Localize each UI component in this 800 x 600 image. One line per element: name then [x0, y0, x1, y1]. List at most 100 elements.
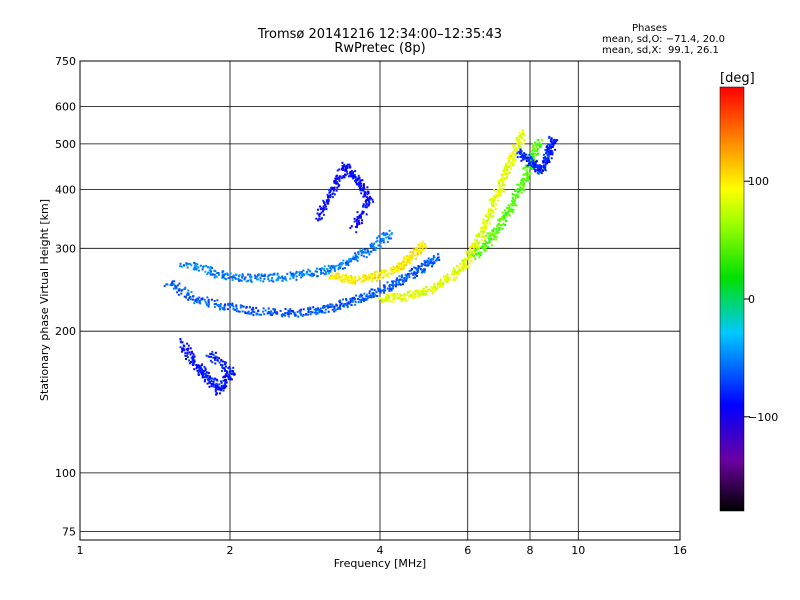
- echo-point: [214, 274, 217, 277]
- echo-point: [508, 210, 511, 212]
- echo-point: [354, 179, 357, 182]
- echo-point: [424, 286, 427, 289]
- echo-point: [506, 207, 509, 210]
- echo-point: [189, 298, 192, 301]
- echo-point: [427, 288, 430, 291]
- echo-point: [184, 352, 187, 355]
- echo-point: [371, 273, 373, 276]
- echo-point: [486, 241, 489, 244]
- echo-point: [363, 188, 366, 191]
- echo-point: [548, 161, 551, 163]
- echo-point: [425, 264, 428, 267]
- echo-point: [509, 167, 512, 170]
- echo-point: [478, 252, 481, 255]
- echo-point: [355, 179, 358, 182]
- echo-point: [370, 277, 373, 280]
- echo-point: [374, 271, 377, 274]
- echo-point: [472, 249, 475, 252]
- echo-point: [333, 310, 336, 313]
- echo-point: [241, 310, 244, 313]
- echo-point: [460, 265, 463, 268]
- echo-point: [490, 215, 493, 218]
- echo-point: [448, 278, 451, 281]
- echo-point: [199, 264, 202, 267]
- echo-point: [348, 302, 351, 305]
- echo-point: [498, 187, 501, 190]
- echo-point: [393, 295, 396, 298]
- echo-point: [455, 264, 458, 267]
- echo-point: [326, 268, 329, 271]
- echo-point: [493, 197, 496, 200]
- echo-point: [540, 143, 543, 146]
- echo-point: [532, 152, 535, 155]
- echo-point: [347, 300, 350, 303]
- echo-point: [436, 286, 439, 289]
- echo-point: [176, 284, 179, 287]
- x-tick-label: 16: [673, 544, 687, 557]
- echo-point: [232, 366, 235, 369]
- echo-point: [337, 176, 340, 179]
- echo-point: [371, 288, 374, 291]
- echo-point: [338, 276, 341, 279]
- echo-point: [213, 303, 216, 306]
- trace-series: [315, 161, 375, 234]
- echo-point: [374, 246, 377, 249]
- echo-point: [410, 294, 412, 296]
- y-tick-label: 600: [55, 101, 76, 114]
- y-tick-label: 750: [55, 55, 76, 68]
- echo-point: [532, 159, 535, 162]
- echo-point: [363, 298, 366, 301]
- echo-point: [207, 305, 210, 308]
- echo-point: [235, 307, 238, 310]
- echo-point: [354, 281, 357, 284]
- echo-point: [500, 174, 503, 177]
- echo-point: [172, 287, 175, 290]
- echo-point: [299, 310, 302, 312]
- echo-point: [413, 270, 416, 273]
- echo-point: [528, 161, 531, 164]
- echo-point: [528, 173, 531, 175]
- echo-point: [410, 272, 413, 275]
- echo-point: [367, 204, 370, 207]
- echo-point: [350, 281, 353, 284]
- echo-point: [359, 189, 362, 192]
- echo-point: [320, 211, 323, 214]
- echo-point: [217, 386, 220, 389]
- echo-point: [388, 229, 391, 232]
- echo-point: [276, 311, 279, 314]
- echo-point: [203, 365, 206, 368]
- echo-point: [502, 214, 505, 217]
- echo-point: [453, 278, 456, 281]
- echo-point: [476, 234, 479, 236]
- echo-point: [190, 264, 193, 267]
- echo-point: [378, 288, 381, 291]
- trace-series: [378, 129, 526, 304]
- echo-point: [206, 304, 209, 307]
- echo-point: [223, 361, 226, 364]
- echo-point: [332, 192, 335, 195]
- echo-point: [544, 161, 547, 164]
- echo-point: [346, 306, 349, 309]
- echo-point: [224, 370, 227, 372]
- echo-point: [459, 262, 462, 265]
- echo-point: [227, 378, 230, 381]
- echo-point: [187, 292, 190, 295]
- echo-point: [541, 169, 544, 172]
- echo-point: [534, 143, 537, 146]
- echo-point: [386, 274, 389, 277]
- echo-point: [443, 275, 445, 278]
- echo-point: [323, 208, 326, 211]
- echo-point: [221, 270, 224, 273]
- echo-point: [377, 287, 379, 290]
- echo-point: [212, 356, 215, 359]
- echo-point: [519, 150, 522, 153]
- echo-point: [253, 274, 256, 277]
- echo-point: [349, 165, 352, 168]
- echo-point: [186, 352, 189, 355]
- echo-point: [487, 241, 490, 244]
- echo-point: [307, 273, 310, 276]
- echo-point: [339, 307, 342, 310]
- echo-point: [365, 203, 368, 206]
- echo-point: [349, 297, 352, 300]
- echo-point: [356, 216, 359, 218]
